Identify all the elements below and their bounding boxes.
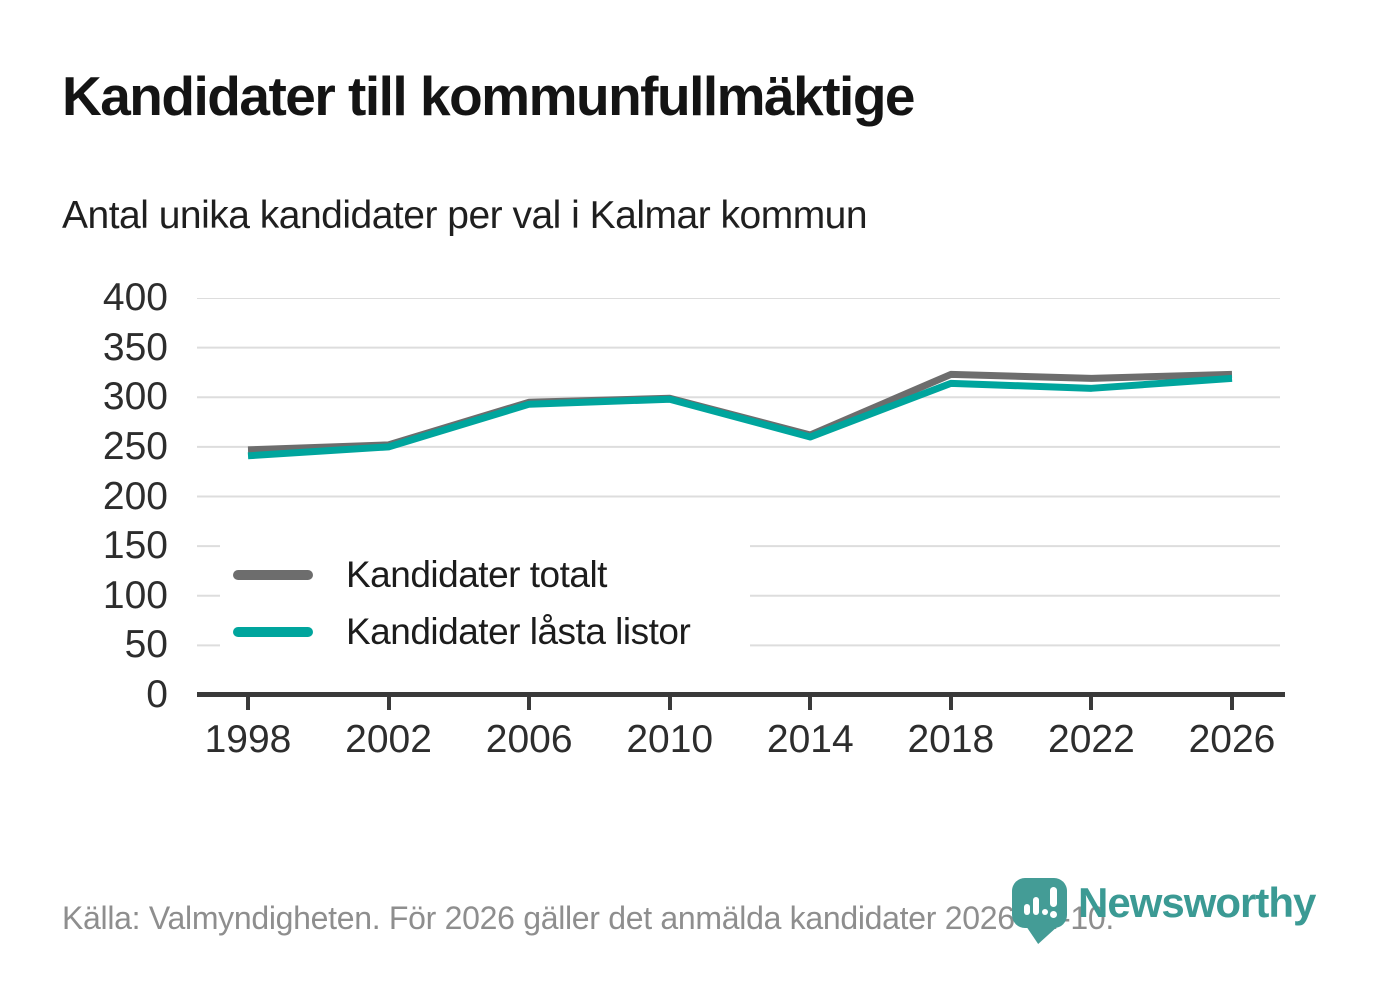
chart-legend: Kandidater totalt Kandidater låsta listo…	[220, 540, 750, 668]
x-tick-2010	[667, 697, 672, 710]
legend-label-total: Kandidater totalt	[346, 554, 607, 595]
page-title: Kandidater till kommunfullmäktige	[62, 65, 916, 127]
source-note: Källa: Valmyndigheten. För 2026 gäller d…	[62, 900, 1114, 936]
y-tick-label-350: 350	[102, 325, 168, 369]
x-tick-2018	[948, 697, 953, 710]
x-tick-label-2010: 2010	[626, 718, 714, 761]
y-tick-label-300: 300	[102, 375, 168, 419]
chart-subtitle: Antal unika kandidater per val i Kalmar …	[62, 194, 868, 237]
series-line-1	[247, 374, 1233, 460]
y-tick-label-150: 150	[102, 524, 168, 568]
x-tick-2002	[386, 697, 391, 710]
x-tick-label-1998: 1998	[204, 718, 292, 761]
x-tick-label-2022: 2022	[1048, 718, 1135, 761]
x-tick-2006	[527, 697, 532, 710]
x-tick-1998	[246, 697, 250, 710]
x-tick-label-2014: 2014	[766, 718, 854, 761]
x-tick-label-2018: 2018	[907, 718, 995, 761]
y-tick-label-0: 0	[146, 673, 168, 716]
x-tick-2026	[1230, 697, 1234, 710]
x-tick-label-2006: 2006	[485, 718, 573, 761]
newsworthy-pin-tail	[1026, 926, 1058, 944]
y-tick-label-200: 200	[102, 474, 168, 518]
x-tick-label-2026: 2026	[1188, 718, 1276, 761]
legend-swatch-locked	[233, 627, 313, 637]
newsworthy-pin-barchart-icon	[1012, 878, 1067, 928]
legend-item-locked: Kandidater låsta listor	[220, 608, 691, 656]
y-tick-label-250: 250	[102, 424, 168, 468]
x-axis-line	[197, 692, 1285, 697]
legend-item-total: Kandidater totalt	[220, 551, 607, 599]
legend-label-locked: Kandidater låsta listor	[346, 611, 691, 652]
y-tick-label-400: 400	[102, 276, 168, 319]
x-tick-2022	[1089, 697, 1094, 710]
y-tick-label-50: 50	[124, 623, 168, 667]
newsworthy-wordmark: Newsworthy	[1078, 879, 1316, 926]
newsworthy-logo: Newsworthy	[1012, 878, 1332, 948]
y-tick-label-100: 100	[102, 573, 168, 617]
x-tick-label-2002: 2002	[345, 718, 432, 761]
legend-swatch-total	[233, 570, 313, 580]
x-tick-2014	[808, 697, 813, 710]
